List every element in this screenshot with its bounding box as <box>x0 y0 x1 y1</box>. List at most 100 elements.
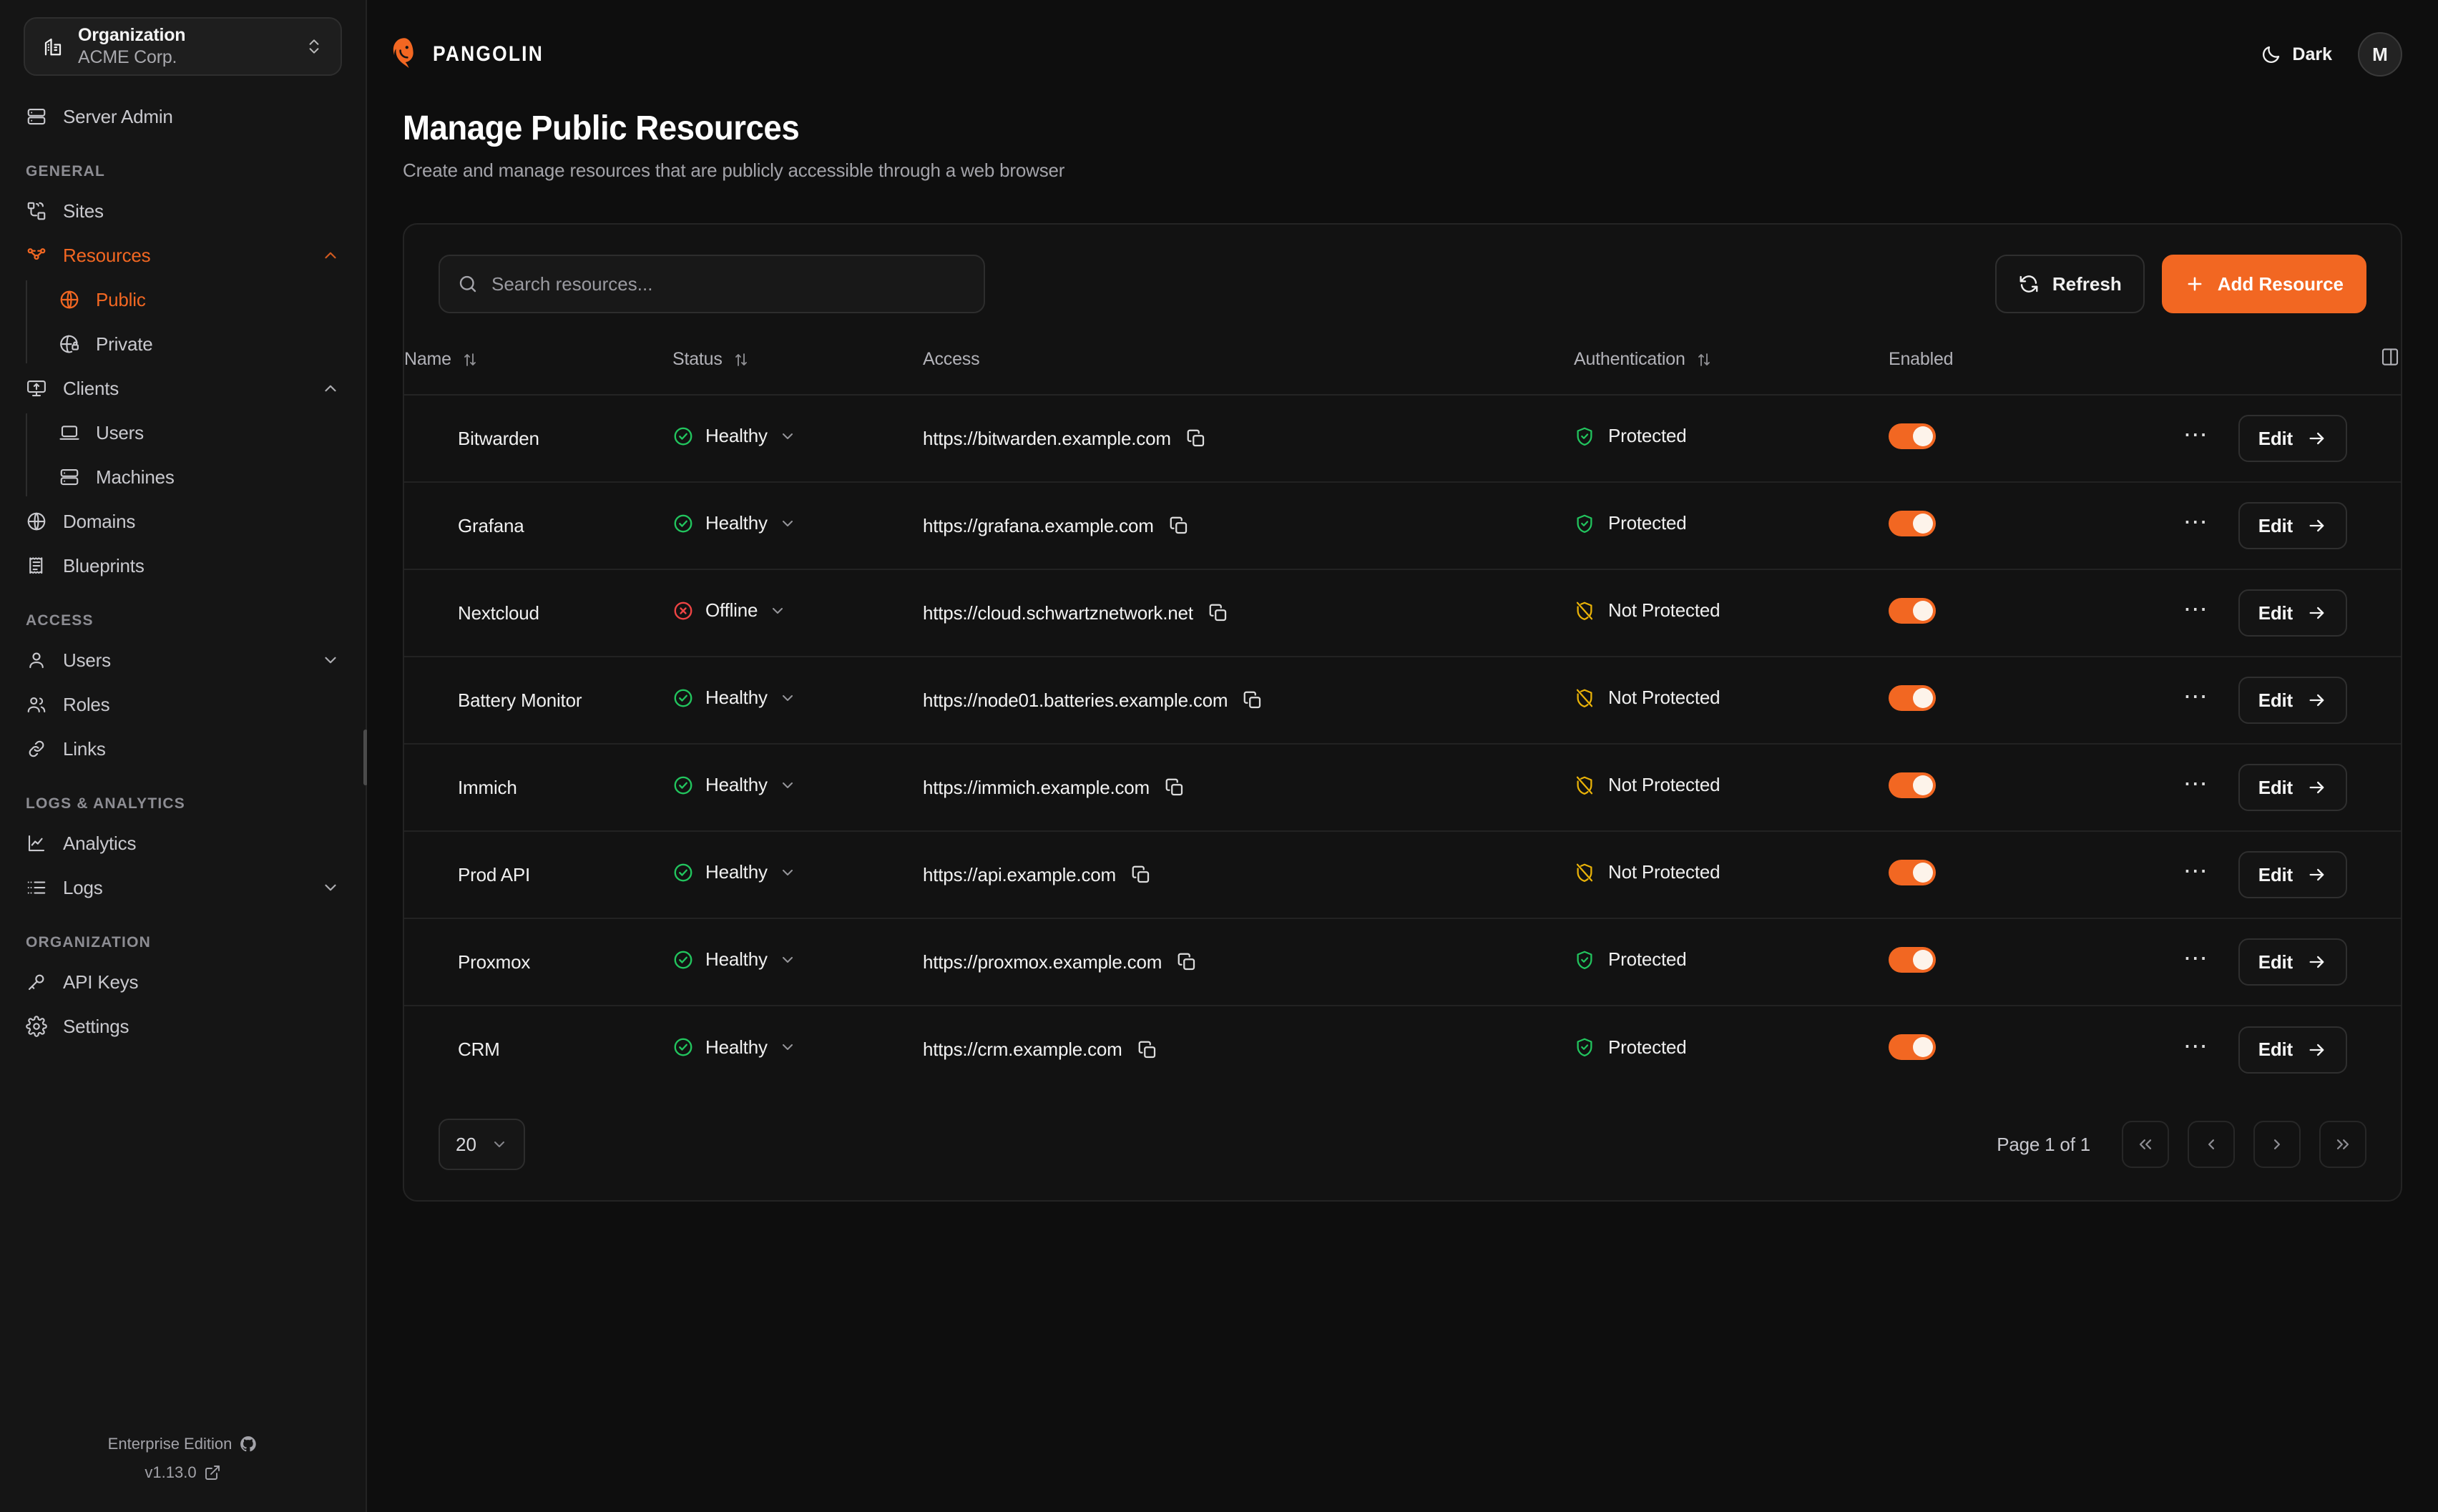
row-more-actions-icon[interactable]: ⋯ <box>2183 1032 2210 1060</box>
sidebar-item-users[interactable]: Users <box>0 638 366 682</box>
copy-icon[interactable] <box>1176 951 1198 973</box>
brand[interactable]: PANGOLIN <box>386 36 559 73</box>
row-more-actions-icon[interactable]: ⋯ <box>2183 683 2210 710</box>
sidebar-item-sites[interactable]: Sites <box>0 189 366 233</box>
copy-icon[interactable] <box>1137 1039 1158 1061</box>
edit-button[interactable]: Edit <box>2238 677 2347 724</box>
resource-url[interactable]: https://cloud.schwartznetwork.net <box>923 602 1193 624</box>
status-badge[interactable]: Healthy <box>672 861 796 883</box>
table-row[interactable]: Prod API Healthy https://api.example.com No… <box>404 831 2401 919</box>
refresh-button[interactable]: Refresh <box>1994 255 2145 313</box>
avatar[interactable]: M <box>2358 32 2402 77</box>
enabled-toggle[interactable] <box>1889 597 1936 624</box>
sidebar-item-settings[interactable]: Settings <box>0 1004 366 1049</box>
resource-url[interactable]: https://bitwarden.example.com <box>923 427 1171 449</box>
row-more-actions-icon[interactable]: ⋯ <box>2183 421 2210 448</box>
last-page-button[interactable] <box>2319 1121 2366 1168</box>
sidebar-item-public[interactable]: Public <box>26 278 366 322</box>
enabled-toggle[interactable] <box>1889 946 1936 973</box>
resource-url[interactable]: https://grafana.example.com <box>923 514 1154 536</box>
next-page-button[interactable] <box>2253 1121 2301 1168</box>
column-visibility-icon[interactable] <box>2379 346 2401 368</box>
search-box[interactable] <box>439 255 985 313</box>
sidebar-item-server-admin[interactable]: Server Admin <box>0 94 366 139</box>
table-row[interactable]: Proxmox Healthy https://proxmox.example.co… <box>404 918 2401 1006</box>
enabled-toggle[interactable] <box>1889 423 1936 449</box>
sort-by-status[interactable]: Status <box>672 349 750 370</box>
chevron-down-icon[interactable] <box>779 864 796 881</box>
org-switcher[interactable]: Organization ACME Corp. <box>24 17 342 76</box>
sidebar-item-machines[interactable]: Machines <box>26 455 366 499</box>
row-more-actions-icon[interactable]: ⋯ <box>2183 770 2210 797</box>
sidebar-item-roles[interactable]: Roles <box>0 682 366 727</box>
chevron-up-icon[interactable] <box>321 246 340 265</box>
sidebar-item-api-keys[interactable]: API Keys <box>0 960 366 1004</box>
sidebar-item-users-clients[interactable]: Users <box>26 411 366 455</box>
edit-button[interactable]: Edit <box>2238 589 2347 637</box>
row-more-actions-icon[interactable]: ⋯ <box>2183 858 2210 885</box>
copy-icon[interactable] <box>1185 428 1207 449</box>
edit-button[interactable]: Edit <box>2238 938 2347 986</box>
search-input[interactable] <box>491 273 966 295</box>
edit-button[interactable]: Edit <box>2238 415 2347 462</box>
table-row[interactable]: Nextcloud Offline https://cloud.schwartzne… <box>404 569 2401 657</box>
sort-by-authentication[interactable]: Authentication <box>1574 349 1713 370</box>
chevron-down-icon[interactable] <box>321 651 340 669</box>
status-badge[interactable]: Offline <box>672 599 786 622</box>
chevron-down-icon[interactable] <box>321 878 340 897</box>
chevron-down-icon[interactable] <box>779 428 796 445</box>
chevron-down-icon[interactable] <box>779 1039 796 1056</box>
chevron-down-icon[interactable] <box>779 689 796 707</box>
version-link[interactable]: v1.13.0 <box>0 1463 366 1482</box>
chevron-down-icon[interactable] <box>779 777 796 794</box>
copy-icon[interactable] <box>1208 602 1229 624</box>
table-row[interactable]: Battery Monitor Healthy https://node01.bat… <box>404 657 2401 745</box>
resource-url[interactable]: https://proxmox.example.com <box>923 951 1162 973</box>
table-row[interactable]: Immich Healthy https://immich.example.com N… <box>404 744 2401 832</box>
sidebar-item-links[interactable]: Links <box>0 727 366 771</box>
enabled-toggle[interactable] <box>1889 684 1936 711</box>
status-badge[interactable]: Healthy <box>672 687 796 709</box>
table-row[interactable]: Grafana Healthy https://grafana.example.co… <box>404 482 2401 570</box>
prev-page-button[interactable] <box>2188 1121 2235 1168</box>
copy-icon[interactable] <box>1168 515 1190 536</box>
sidebar-item-blueprints[interactable]: Blueprints <box>0 544 366 588</box>
enabled-toggle[interactable] <box>1889 859 1936 885</box>
page-size-select[interactable]: 20 <box>439 1119 525 1170</box>
enabled-toggle[interactable] <box>1889 772 1936 798</box>
status-badge[interactable]: Healthy <box>672 774 796 796</box>
sidebar-item-domains[interactable]: Domains <box>0 499 366 544</box>
sidebar-item-resources[interactable]: Resources <box>0 233 366 278</box>
chevron-up-icon[interactable] <box>321 379 340 398</box>
sidebar-resize-handle[interactable] <box>363 730 368 785</box>
chevron-down-icon[interactable] <box>779 951 796 968</box>
row-more-actions-icon[interactable]: ⋯ <box>2183 509 2210 536</box>
sidebar-item-analytics[interactable]: Analytics <box>0 821 366 865</box>
edit-button[interactable]: Edit <box>2238 1026 2347 1074</box>
status-badge[interactable]: Healthy <box>672 512 796 534</box>
enabled-toggle[interactable] <box>1889 1034 1936 1060</box>
theme-toggle[interactable]: Dark <box>2261 44 2332 65</box>
enabled-toggle[interactable] <box>1889 510 1936 536</box>
resource-url[interactable]: https://crm.example.com <box>923 1039 1122 1060</box>
sidebar-item-private[interactable]: Private <box>26 322 366 366</box>
status-badge[interactable]: Healthy <box>672 425 796 447</box>
resource-url[interactable]: https://node01.batteries.example.com <box>923 689 1228 711</box>
status-badge[interactable]: Healthy <box>672 948 796 971</box>
edit-button[interactable]: Edit <box>2238 851 2347 898</box>
edit-button[interactable]: Edit <box>2238 502 2347 549</box>
resource-url[interactable]: https://immich.example.com <box>923 776 1150 798</box>
sidebar-item-logs[interactable]: Logs <box>0 865 366 910</box>
status-badge[interactable]: Healthy <box>672 1036 796 1059</box>
chevron-down-icon[interactable] <box>779 515 796 532</box>
first-page-button[interactable] <box>2122 1121 2169 1168</box>
resource-url[interactable]: https://api.example.com <box>923 863 1116 885</box>
copy-icon[interactable] <box>1242 689 1263 711</box>
row-more-actions-icon[interactable]: ⋯ <box>2183 945 2210 972</box>
copy-icon[interactable] <box>1164 777 1185 798</box>
edit-button[interactable]: Edit <box>2238 764 2347 811</box>
row-more-actions-icon[interactable]: ⋯ <box>2183 596 2210 623</box>
add-resource-button[interactable]: Add Resource <box>2161 255 2366 313</box>
copy-icon[interactable] <box>1130 864 1152 885</box>
github-link[interactable]: Enterprise Edition <box>0 1435 366 1453</box>
